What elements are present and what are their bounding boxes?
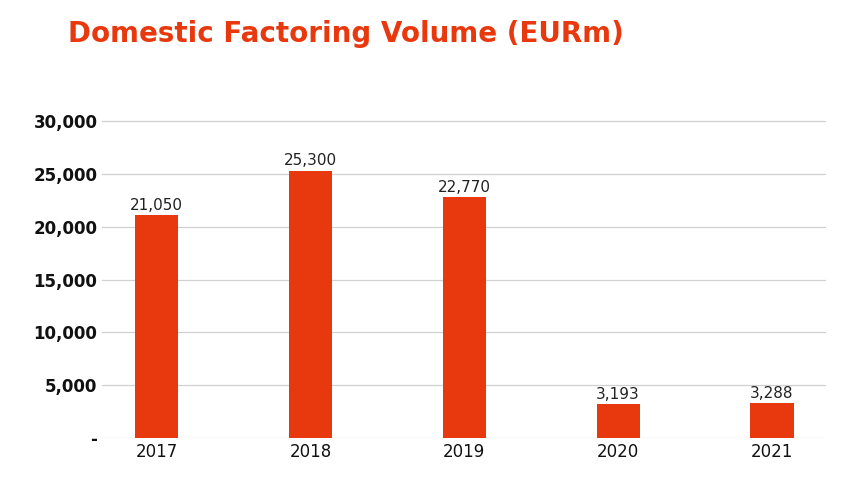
- Bar: [135, 216, 178, 438]
- Text: Domestic Factoring Volume (EURm): Domestic Factoring Volume (EURm): [68, 20, 624, 48]
- Bar: [443, 197, 486, 438]
- Bar: [596, 404, 640, 438]
- Bar: [289, 170, 332, 438]
- Bar: [751, 403, 793, 438]
- Text: 21,050: 21,050: [130, 198, 183, 213]
- Text: 3,288: 3,288: [751, 386, 794, 401]
- Text: 22,770: 22,770: [438, 180, 491, 195]
- Text: 25,300: 25,300: [284, 153, 337, 168]
- Text: 3,193: 3,193: [596, 387, 640, 402]
